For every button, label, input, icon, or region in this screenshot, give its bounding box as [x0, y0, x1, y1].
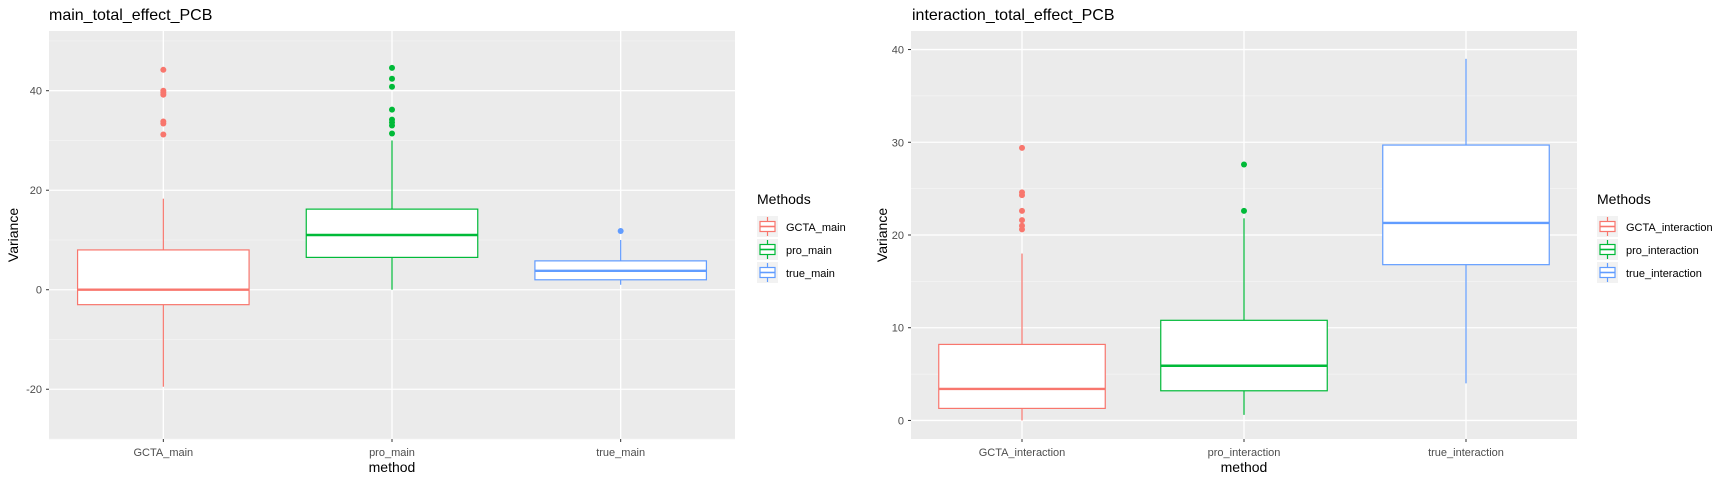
outlier-point [1019, 207, 1025, 214]
iqr-box [305, 208, 479, 258]
legend-label-pro-main: pro_main [786, 245, 832, 257]
x-tick-label-true-interaction: true_interaction [1428, 447, 1504, 459]
y-tick-label: 20 [892, 230, 904, 242]
y-tick-label: 0 [36, 285, 42, 297]
y-axis-title: Variance [5, 208, 21, 262]
x-axis-title: method [1221, 459, 1268, 475]
outlier-point [389, 64, 395, 71]
y-axis-title: Variance [874, 208, 890, 262]
outlier-point [1241, 161, 1247, 168]
outlier-point [160, 120, 167, 127]
outlier-point [389, 130, 395, 137]
y-tick-label: 10 [892, 323, 904, 335]
outlier-point [1241, 207, 1247, 214]
legend-key-gcta-main [757, 216, 778, 237]
outlier-point [389, 83, 395, 90]
x-tick-label-pro-interaction: pro_interaction [1208, 447, 1281, 459]
outlier-point [160, 66, 167, 73]
outlier-point [389, 122, 395, 129]
box-pro-main [305, 64, 479, 290]
outlier-point [1019, 192, 1025, 199]
outlier-point [1019, 217, 1025, 224]
box-pro-interaction [1160, 161, 1328, 415]
outlier-point [1019, 226, 1025, 233]
legend-key-true-main [757, 262, 778, 283]
box-gcta-main [76, 66, 250, 387]
legend-label-gcta-main: GCTA_main [786, 222, 846, 234]
chart-title: main_total_effect_PCB [49, 7, 212, 24]
y-tick-label: 40 [30, 86, 42, 98]
y-tick-label: 40 [892, 45, 904, 57]
y-tick-label: -20 [26, 384, 42, 396]
iqr-box [76, 249, 250, 306]
legend-label-true-interaction: true_interaction [1626, 268, 1702, 280]
legend-label-true-main: true_main [786, 268, 835, 280]
box-true-main [534, 228, 708, 285]
x-tick-label-gcta-main: GCTA_main [133, 447, 193, 459]
outlier-point [389, 75, 395, 82]
outlier-point [160, 91, 167, 98]
outlier-point [1019, 144, 1025, 151]
y-tick-label: 20 [30, 185, 42, 197]
iqr-box [1160, 319, 1328, 392]
legend-key-pro-main [757, 239, 778, 260]
outlier-point [617, 228, 624, 235]
chart-panel-2: 0 10 20 30 40 GCTA_interaction pro_interaction… [874, 7, 1713, 475]
legend-title: Methods [1597, 191, 1651, 207]
legend-key-pro-interaction [1597, 239, 1618, 260]
legend-key-gcta-interaction [1597, 216, 1618, 237]
chart-title: interaction_total_effect_PCB [912, 7, 1115, 24]
y-tick-label: 0 [898, 415, 904, 427]
legend: Methods GCTA_main pro_main true_main [757, 191, 846, 283]
legend-key-true-interaction [1597, 262, 1618, 283]
chart-panel-1: -20 0 20 40 GCTA_main pro_main true_main main_t… [5, 7, 846, 475]
outlier-point [389, 106, 395, 113]
box-gcta-interaction [938, 144, 1106, 421]
legend-label-pro-interaction: pro_interaction [1626, 245, 1699, 257]
outlier-point [160, 131, 167, 138]
x-tick-label-pro-main: pro_main [369, 447, 415, 459]
x-axis-title: method [369, 459, 416, 475]
legend-title: Methods [757, 191, 811, 207]
x-tick-label-gcta-interaction: GCTA_interaction [979, 447, 1066, 459]
x-tick-label-true-main: true_main [596, 447, 645, 459]
legend: Methods GCTA_interaction pro_interactiontr… [1597, 191, 1713, 283]
iqr-box [938, 343, 1106, 410]
iqr-box [1382, 144, 1550, 266]
y-tick-label: 30 [892, 137, 904, 149]
box-true-interaction [1382, 58, 1550, 384]
legend-label-gcta-interaction: GCTA_interaction [1626, 222, 1713, 234]
